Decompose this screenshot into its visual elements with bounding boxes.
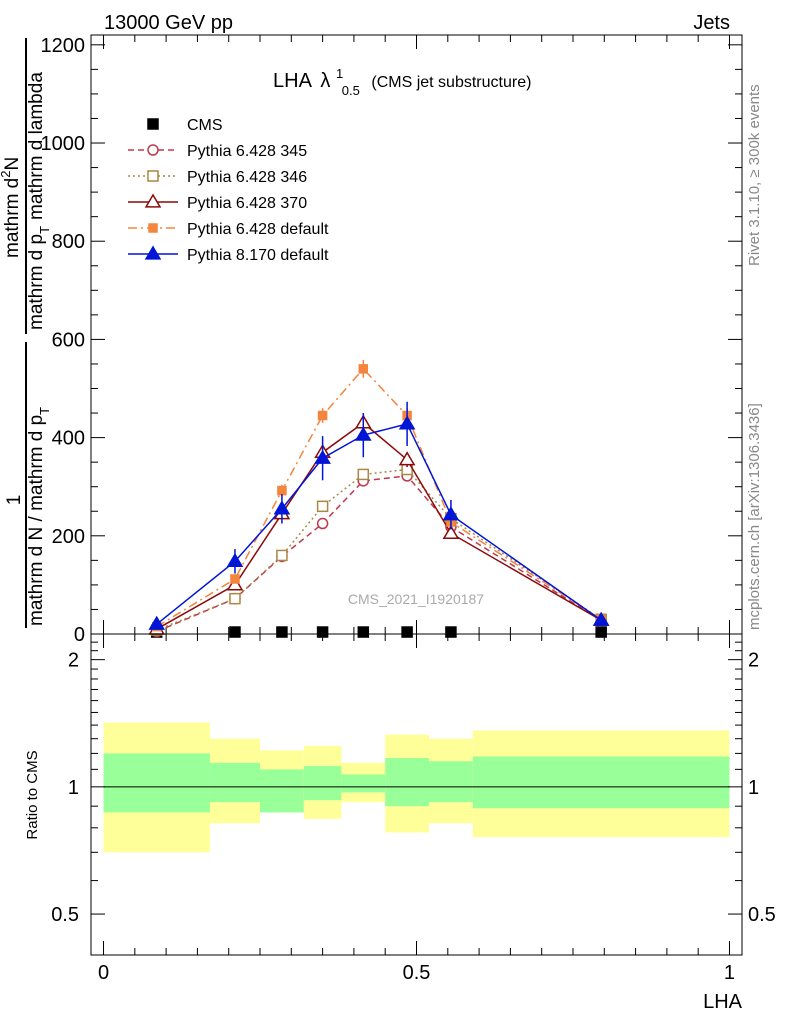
- legend-item: CMS: [147, 117, 223, 134]
- point-square: [276, 626, 288, 638]
- ratio-ytick-label-right: 2: [748, 650, 759, 672]
- point-square: [230, 574, 240, 584]
- legend-item: Pythia 6.428 345: [128, 143, 307, 160]
- legend-label: Pythia 8.170 default: [187, 247, 329, 264]
- ylabel-main-den: mathrm d pTmathrm d lambda: [26, 72, 52, 330]
- point-square: [357, 468, 370, 481]
- ratio-band-inner: [303, 766, 342, 801]
- main-ytick-label: 200: [52, 526, 85, 548]
- series-line: [156, 475, 602, 633]
- point-square: [147, 118, 159, 130]
- point-square: [595, 626, 607, 638]
- point-triangle: [354, 426, 372, 441]
- legend-label: Pythia 6.428 346: [187, 169, 307, 186]
- series-pythia-6-428-345: [150, 470, 607, 638]
- series-line: [156, 367, 602, 628]
- ratio-band-inner: [472, 756, 730, 809]
- x-axis-title: LHA: [703, 991, 743, 1013]
- header-process: 13000 GeV pp: [104, 12, 233, 34]
- series-line: [156, 421, 602, 630]
- point-triangle: [592, 611, 610, 626]
- point-square: [147, 170, 159, 182]
- main-ytick-label: 800: [52, 231, 85, 253]
- analysis-watermark: CMS_2021_I1920187: [348, 591, 484, 607]
- point-triangle: [226, 576, 244, 591]
- ratio-ytick-label: 2: [68, 650, 79, 672]
- ratio-band-inner: [385, 758, 430, 807]
- ratio-band-inner: [429, 761, 473, 803]
- header-category: Jets: [693, 12, 730, 34]
- series-line: [156, 422, 602, 625]
- point-triangle: [273, 500, 291, 515]
- point-triangle: [442, 506, 460, 521]
- legend-label: Pythia 6.428 345: [187, 143, 307, 160]
- ylabel-frac-num: 1: [4, 495, 25, 506]
- legend-item: Pythia 6.428 default: [128, 221, 329, 238]
- legend-label: Pythia 6.428 370: [187, 195, 307, 212]
- point-triangle: [148, 615, 166, 630]
- ratio-xtick-label: 0: [98, 962, 109, 984]
- point-triangle: [314, 449, 331, 464]
- ratio-frame: [90, 633, 743, 956]
- series-pythia-8-170-default: [148, 401, 610, 630]
- point-square: [401, 626, 413, 638]
- legend-label: Pythia 6.428 default: [187, 221, 329, 238]
- ylabel-main-num: mathrm d2N: [0, 157, 23, 258]
- point-square: [357, 626, 370, 638]
- point-square: [317, 410, 328, 421]
- ratio-ytick-label-right: 0.5: [748, 904, 776, 926]
- point-square: [445, 626, 457, 638]
- mcplots-label: mcplots.cern.ch [arXiv:1306.3436]: [746, 403, 763, 630]
- main-axis-ticks: 0 200 400 600 800 1000 1200: [41, 35, 742, 646]
- ylabel-frac-den: mathrm d N / mathrm d pT: [26, 407, 52, 626]
- ratio-band-inner: [209, 762, 261, 803]
- point-square: [316, 500, 329, 513]
- point-triangle: [226, 552, 244, 567]
- ratio-band-inner: [341, 774, 386, 793]
- point-square: [358, 364, 369, 374]
- point-triangle: [398, 415, 416, 430]
- ratio-axis-ticks: 0.5 0.5 1 1 2 2 0 0.5 1: [51, 634, 776, 984]
- ratio-ytick-label: 1: [68, 777, 79, 799]
- point-triangle: [144, 245, 162, 260]
- rivet-label: Rivet 3.1.10, ≥ 300k events: [746, 84, 763, 266]
- ratio-xtick-label: 1: [724, 962, 735, 984]
- legend-label: CMS: [187, 117, 223, 134]
- point-square: [148, 223, 158, 233]
- legend-item: Pythia 8.170 default: [128, 245, 329, 264]
- ratio-ylabel: Ratio to CMS: [24, 750, 41, 839]
- ratio-ytick-label: 0.5: [51, 904, 79, 926]
- point-square: [276, 549, 288, 562]
- main-ytick-label: 1200: [41, 35, 86, 57]
- main-series-layer: [148, 360, 610, 638]
- point-triangle: [398, 451, 416, 466]
- legend: CMS Pythia 6.428 345 Pythia 6.428 346 Pythi…: [128, 117, 329, 264]
- ratio-panel: 0.5 0.5 1 1 2 2 0 0.5 1 Ratio to CMS LHA: [24, 633, 776, 1013]
- ratio-band-inner: [260, 769, 304, 813]
- ratio-band-inner: [103, 753, 210, 813]
- point-triangle: [144, 193, 162, 208]
- point-triangle: [442, 524, 460, 539]
- point-circle: [316, 517, 329, 530]
- series-cms: [150, 626, 607, 638]
- main-ytick-label: 0: [74, 624, 85, 646]
- main-ytick-label: 1000: [41, 133, 86, 155]
- ratio-xtick-label: 0.5: [403, 962, 431, 984]
- legend-item: Pythia 6.428 370: [128, 193, 307, 212]
- legend-item: Pythia 6.428 346: [128, 169, 307, 186]
- main-panel: 0 200 400 600 800 1000 1200 LHA λ 1 0.5 (CMS j…: [0, 34, 743, 646]
- point-square: [277, 485, 287, 496]
- chart-title: LHA λ 1 0.5 (CMS jet substructure): [273, 61, 531, 100]
- ratio-bands: [103, 722, 730, 853]
- ratio-ytick-label-right: 1: [748, 777, 759, 799]
- point-square: [229, 592, 241, 605]
- point-square: [229, 626, 241, 638]
- main-ytick-label: 600: [52, 329, 85, 351]
- point-circle: [147, 144, 159, 156]
- series-pythia-6-428-346: [150, 463, 607, 636]
- y-axis-title: 1 mathrm d N / mathrm d pT mathrm d2N ma…: [0, 38, 52, 628]
- main-ytick-label: 400: [52, 428, 85, 450]
